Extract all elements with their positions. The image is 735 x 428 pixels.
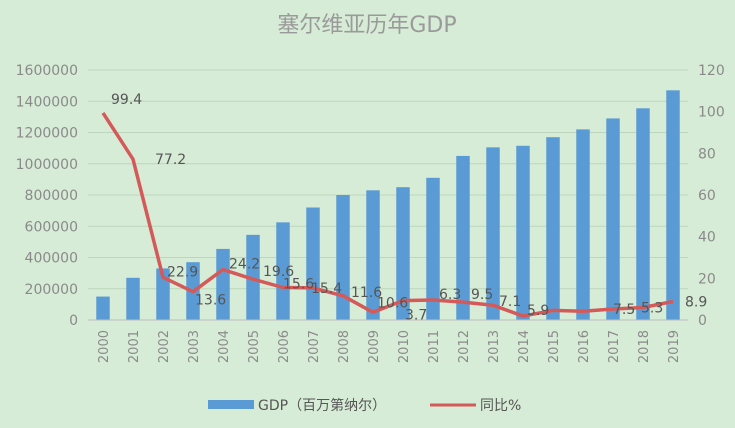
y-right-tick-label: 80 [698, 146, 716, 162]
gdp-bar [576, 129, 590, 320]
yoy-data-label: 99.4 [111, 92, 142, 108]
x-tick-label: 2014 [517, 330, 532, 363]
gdp-bar [426, 177, 440, 320]
yoy-data-label: 13.6 [195, 293, 226, 309]
legend-gdp-label: GDP（百万第纳尔） [258, 397, 386, 414]
gdp-bar [366, 190, 380, 320]
axes: 0 200000 400000 600000 800000 1000000 1200000 1… [16, 63, 725, 363]
x-tick-label: 2007 [307, 330, 322, 363]
gdp-bar [666, 90, 680, 320]
yoy-data-label: 8.9 [685, 294, 707, 310]
gdp-bar [336, 195, 350, 320]
yoy-data-label: 6.3 [439, 287, 461, 303]
x-tick-label: 2000 [97, 330, 112, 363]
bar-series [96, 90, 680, 320]
x-tick-label: 2003 [187, 330, 202, 363]
y-left-tick-label: 1400000 [16, 94, 78, 110]
y-right-tick-label: 20 [698, 271, 716, 287]
yoy-data-label: 9.5 [471, 287, 493, 303]
y-right-tick-label: 40 [698, 230, 716, 246]
yoy-data-label: 3.7 [405, 308, 427, 324]
x-tick-label: 2012 [457, 330, 472, 363]
yoy-data-label: 24.2 [229, 257, 260, 273]
line-series [101, 111, 674, 318]
y-left-tick-label: 400000 [25, 251, 78, 267]
yoy-data-label: 7.5 [613, 302, 635, 318]
gdp-bar [156, 268, 170, 320]
y-left-tick-label: 1000000 [16, 157, 78, 173]
y-right-tick-label: 0 [698, 313, 707, 329]
x-tick-label: 2018 [637, 330, 652, 363]
yoy-data-label: 22.9 [167, 264, 198, 280]
yoy-data-label: 11.6 [351, 285, 382, 301]
yoy-data-label: 7.1 [499, 294, 521, 310]
gdp-bar [636, 108, 650, 320]
gdp-bar [276, 222, 290, 320]
gdp-bar [606, 118, 620, 320]
x-tick-label: 2009 [367, 330, 382, 363]
y-left-tick-label: 0 [69, 313, 78, 329]
yoy-data-label: 77.2 [155, 152, 186, 168]
x-tick-label: 2006 [277, 330, 292, 363]
yoy-data-label: 15.6 [283, 277, 314, 293]
y-left-tick-label: 1200000 [16, 126, 78, 142]
x-tick-label: 2001 [127, 330, 142, 363]
yoy-data-label: 19.6 [263, 264, 294, 280]
y-right-tick-label: 100 [698, 105, 725, 121]
x-tick-label: 2015 [547, 330, 562, 363]
y-left-tick-label: 200000 [25, 282, 78, 298]
legend-yoy-label: 同比% [480, 398, 521, 414]
y-left-tick-label: 600000 [25, 219, 78, 235]
gdp-bar [456, 155, 470, 320]
x-tick-label: 2017 [607, 330, 622, 363]
x-tick-label: 2010 [397, 330, 412, 363]
grid [88, 69, 688, 321]
gdp-bar [306, 207, 320, 320]
yoy-data-label: 5.3 [641, 301, 663, 317]
x-tick-label: 2004 [217, 330, 232, 363]
yoy-data-label: 5.9 [527, 303, 549, 319]
legend: GDP（百万第纳尔） 同比% [208, 397, 521, 414]
x-tick-label: 2019 [667, 330, 682, 363]
x-tick-label: 2013 [487, 330, 502, 363]
x-tick-label: 2002 [157, 330, 172, 363]
y-right-tick-label: 120 [698, 63, 725, 79]
gdp-bar [396, 187, 410, 320]
x-tick-label: 2011 [427, 330, 442, 363]
yoy-line [101, 111, 674, 318]
x-tick-label: 2016 [577, 330, 592, 363]
gdp-bar [126, 277, 140, 320]
legend-gdp-swatch [208, 400, 254, 409]
gdp-bar [96, 296, 110, 320]
y-left-tick-label: 1600000 [16, 63, 78, 79]
gdp-bar [216, 248, 230, 320]
chart-title: 塞尔维亚历年GDP [277, 13, 456, 38]
y-left-tick-label: 800000 [25, 188, 78, 204]
yoy-data-label: 15.4 [311, 281, 342, 297]
gdp-bar [546, 137, 560, 320]
y-right-tick-label: 60 [698, 188, 716, 204]
x-tick-label: 2005 [247, 330, 262, 363]
x-tick-label: 2008 [337, 330, 352, 363]
yoy-data-label: 10.6 [377, 295, 408, 311]
data-labels: 99.4 77.2 22.9 13.6 24.2 19.615.615.4 11.610.6… [111, 92, 707, 324]
gdp-bar [486, 147, 500, 320]
gdp-bar [516, 145, 530, 320]
